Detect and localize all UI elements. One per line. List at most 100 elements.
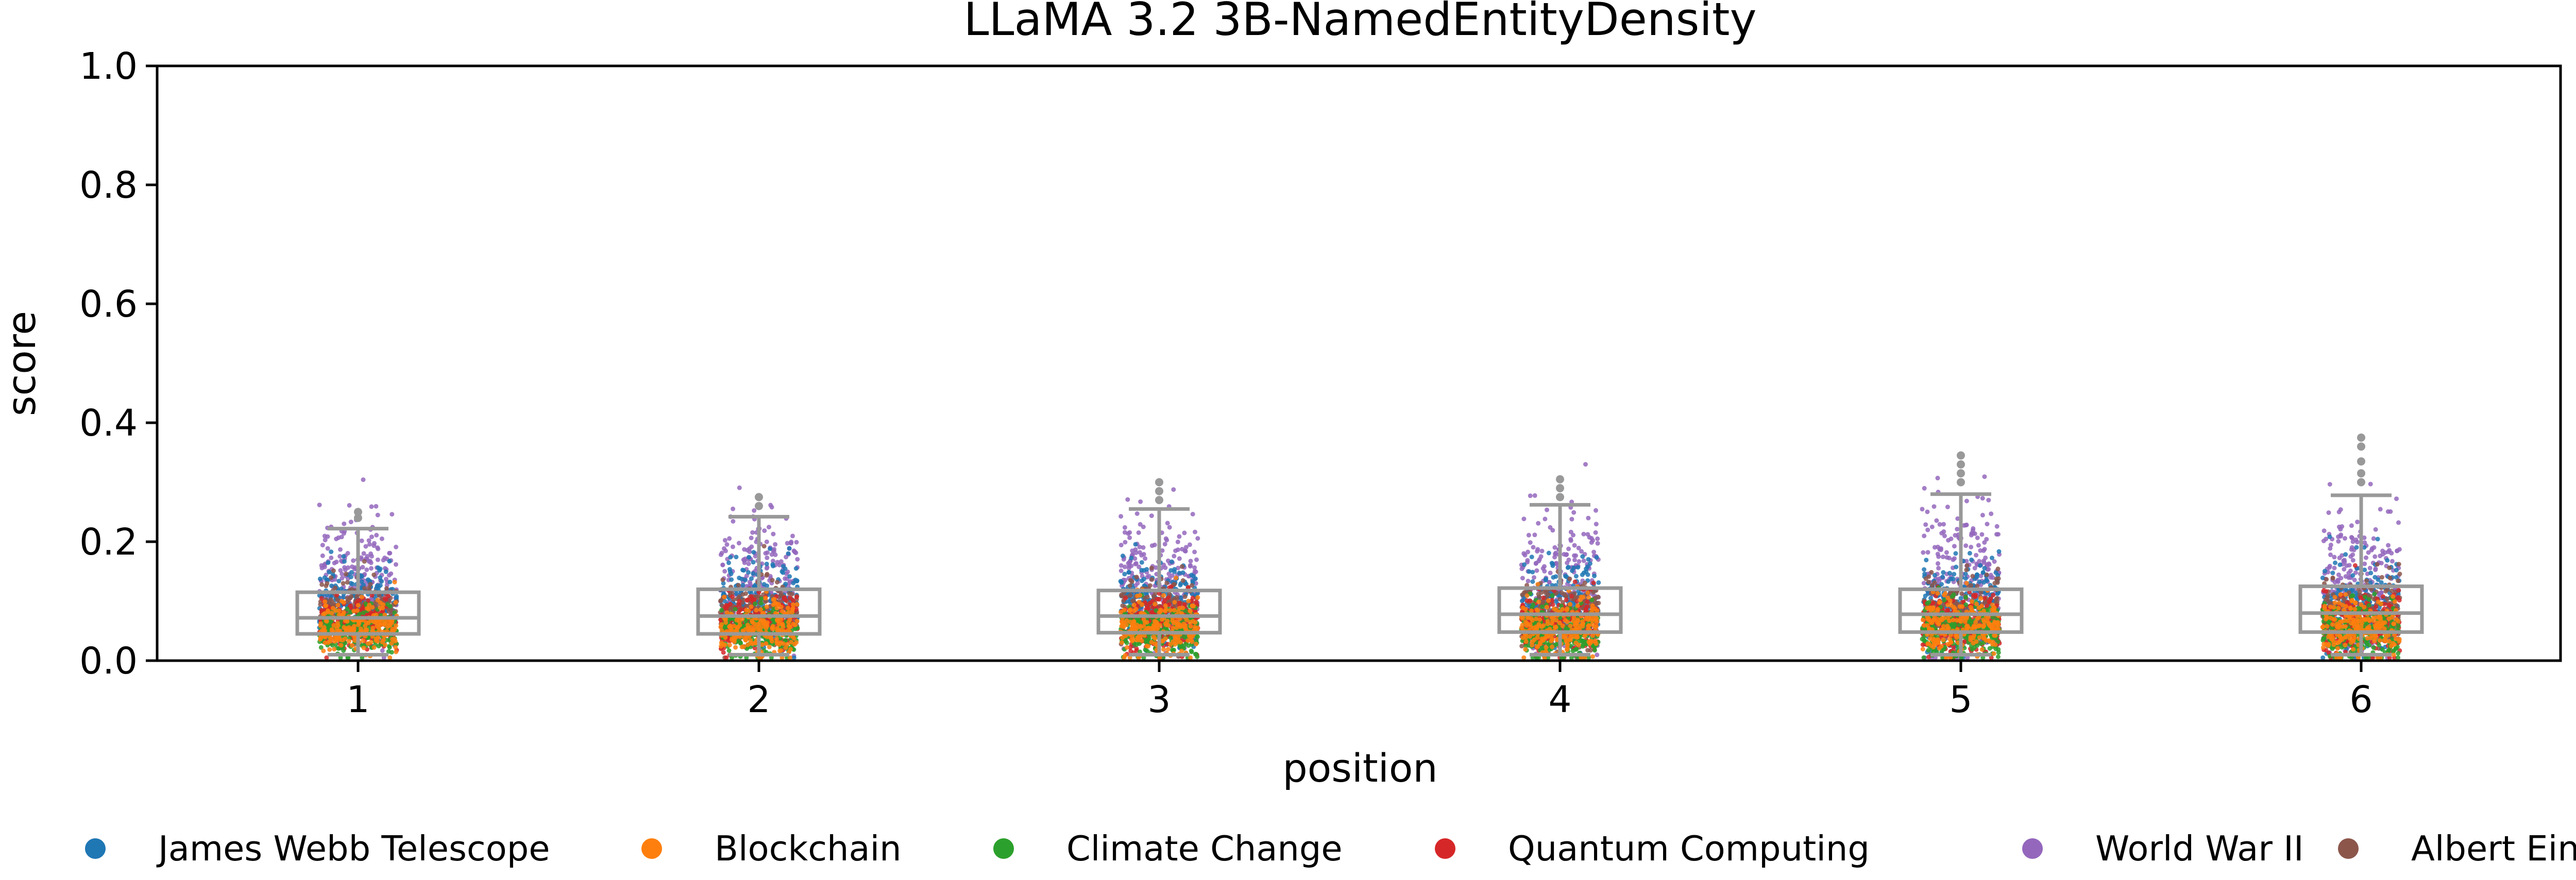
data-point	[1128, 619, 1133, 625]
data-point	[1133, 607, 1139, 612]
data-point	[382, 621, 387, 626]
data-point	[790, 602, 795, 607]
data-point	[375, 583, 380, 588]
data-point	[1139, 578, 1144, 583]
data-point	[791, 580, 796, 585]
data-point	[1190, 603, 1195, 609]
data-point	[1136, 530, 1141, 535]
data-point	[724, 542, 730, 547]
data-point	[1532, 575, 1536, 580]
data-point	[769, 635, 773, 641]
data-point	[359, 574, 364, 579]
data-point	[361, 477, 366, 482]
data-point	[721, 642, 726, 647]
data-point	[1529, 555, 1534, 560]
data-point	[771, 597, 776, 602]
data-point	[778, 617, 784, 622]
data-point	[1595, 652, 1600, 658]
data-point	[791, 598, 796, 603]
data-point	[741, 568, 746, 573]
data-point	[791, 636, 796, 641]
data-point	[1596, 580, 1601, 585]
data-point	[336, 608, 342, 613]
data-point	[724, 610, 730, 615]
data-point	[1566, 557, 1571, 562]
data-point	[1573, 574, 1579, 579]
data-point	[329, 583, 334, 589]
data-point	[771, 558, 775, 563]
data-point	[1139, 553, 1144, 558]
data-point	[1580, 554, 1585, 559]
data-point	[363, 627, 368, 632]
data-point	[730, 594, 735, 599]
data-point	[726, 648, 732, 653]
data-point	[1163, 636, 1168, 641]
data-point	[1122, 564, 1127, 570]
data-point	[1528, 493, 1533, 498]
data-point	[782, 596, 787, 601]
data-point	[370, 605, 375, 610]
data-point	[343, 636, 348, 641]
data-point	[1188, 624, 1193, 629]
data-point	[1190, 512, 1195, 516]
data-point	[1580, 644, 1585, 649]
data-point	[753, 601, 757, 606]
data-point	[374, 504, 379, 509]
data-point	[775, 580, 779, 585]
data-point	[767, 525, 771, 530]
data-point	[317, 576, 323, 581]
data-point	[1527, 569, 1532, 574]
data-point	[358, 626, 363, 631]
data-point	[1118, 579, 1123, 584]
data-point	[1178, 595, 1183, 600]
data-point	[1564, 552, 1569, 557]
data-point	[1147, 600, 1153, 606]
data-point	[1563, 574, 1568, 579]
data-point	[1155, 597, 1159, 602]
data-point	[727, 643, 732, 648]
data-point	[1535, 547, 1540, 552]
data-point	[378, 600, 383, 606]
data-point	[776, 622, 782, 627]
data-point	[369, 504, 374, 509]
data-point	[333, 585, 337, 591]
data-point	[325, 534, 330, 539]
data-point	[377, 628, 382, 633]
data-point	[765, 634, 770, 640]
data-point	[1164, 580, 1170, 585]
data-point	[369, 593, 375, 598]
data-point	[754, 608, 759, 613]
data-point	[728, 572, 734, 576]
data-point	[793, 566, 799, 571]
data-point	[336, 579, 342, 583]
data-point	[1171, 487, 1176, 492]
data-point	[764, 561, 769, 566]
data-point	[374, 532, 379, 538]
data-point	[1174, 619, 1179, 624]
data-point	[1540, 566, 1546, 571]
data-point	[1195, 654, 1200, 660]
data-point	[1586, 557, 1591, 562]
data-point	[729, 577, 734, 582]
data-point	[792, 626, 798, 631]
data-point	[351, 609, 357, 614]
data-point	[1118, 514, 1124, 519]
data-point	[342, 565, 347, 570]
data-point	[779, 569, 785, 574]
data-point	[1585, 532, 1590, 537]
data-point	[749, 604, 754, 609]
data-point	[1594, 555, 1599, 560]
data-point	[1166, 623, 1171, 628]
data-point	[1179, 648, 1184, 653]
data-point	[1129, 579, 1134, 584]
data-point	[366, 538, 371, 543]
data-point	[349, 594, 354, 599]
data-point	[1525, 558, 1530, 563]
data-point	[318, 645, 324, 650]
data-point	[371, 645, 377, 650]
data-point	[1569, 516, 1574, 522]
data-point	[1133, 550, 1139, 555]
data-point	[369, 554, 374, 559]
scatter-points	[317, 462, 2402, 660]
